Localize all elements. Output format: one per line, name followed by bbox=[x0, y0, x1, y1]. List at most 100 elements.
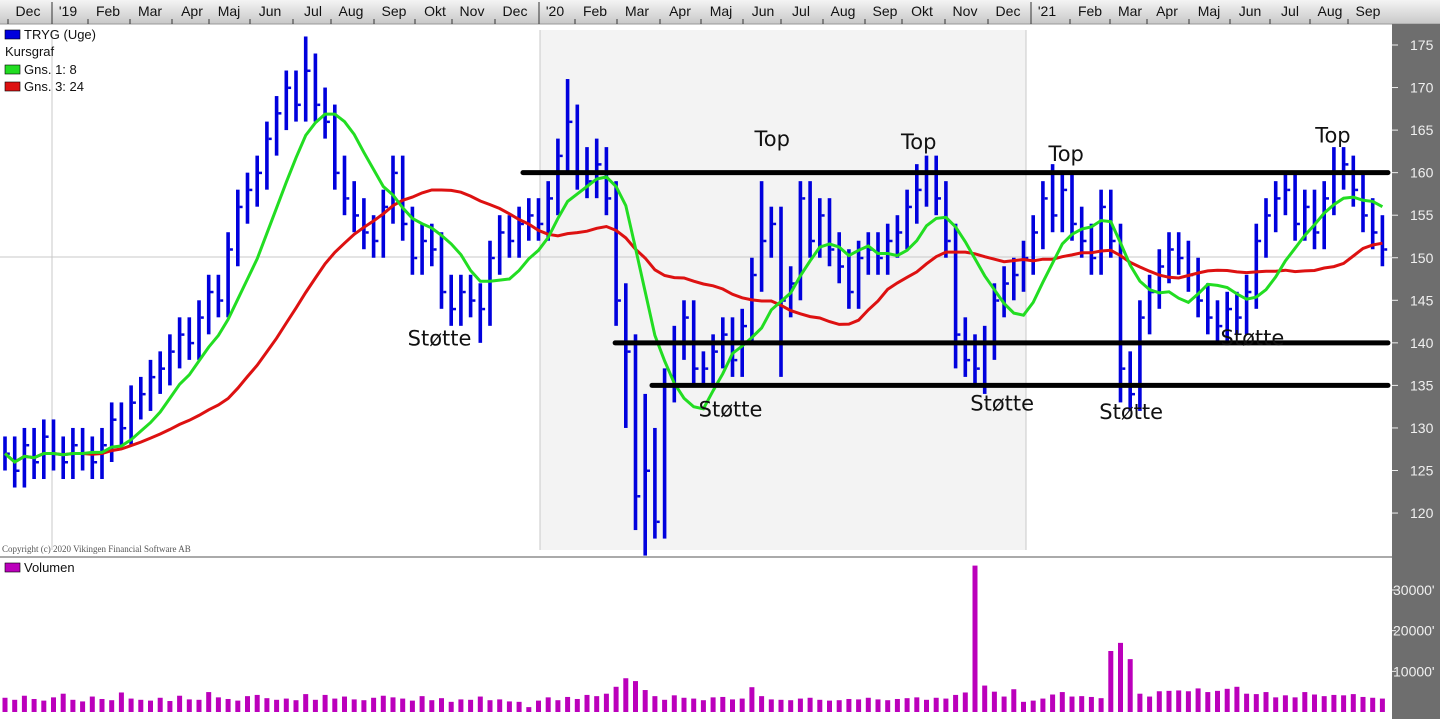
price-bar bbox=[478, 283, 483, 343]
price-bar bbox=[556, 138, 560, 216]
close-tick bbox=[132, 401, 136, 404]
close-tick bbox=[1015, 273, 1019, 277]
price-bar bbox=[759, 181, 764, 292]
volume-bar bbox=[1185, 691, 1191, 712]
close-tick bbox=[259, 171, 262, 175]
time-axis-label: Jun bbox=[752, 3, 775, 19]
close-tick bbox=[491, 256, 495, 260]
close-tick bbox=[423, 239, 427, 243]
price-bar bbox=[1089, 223, 1094, 275]
volume-bar bbox=[332, 698, 338, 712]
price-bar bbox=[1380, 215, 1385, 267]
close-tick bbox=[162, 367, 165, 370]
time-axis-label: Aug bbox=[1318, 3, 1343, 19]
annotation-top: Top bbox=[1047, 142, 1083, 166]
price-bar bbox=[769, 206, 774, 258]
close-tick bbox=[598, 163, 602, 166]
close-tick bbox=[947, 239, 951, 243]
price-bar bbox=[400, 155, 405, 241]
legend-ma8: Gns. 1: 8 bbox=[24, 62, 77, 77]
price-bar bbox=[944, 181, 948, 258]
close-tick bbox=[1345, 163, 1349, 166]
price-bar bbox=[468, 274, 473, 318]
volume-bar bbox=[594, 696, 600, 712]
close-tick bbox=[1384, 248, 1388, 251]
price-bar bbox=[420, 223, 424, 275]
price-bar bbox=[1099, 189, 1103, 275]
volume-bar bbox=[924, 699, 929, 712]
close-tick bbox=[365, 231, 369, 234]
close-tick bbox=[753, 273, 757, 277]
close-tick bbox=[65, 460, 68, 464]
close-tick bbox=[6, 452, 10, 455]
close-tick bbox=[782, 299, 786, 302]
time-axis-label: Jul bbox=[792, 3, 810, 19]
close-tick bbox=[540, 222, 544, 226]
price-bar bbox=[3, 436, 7, 471]
volume-bar bbox=[342, 696, 347, 712]
close-tick bbox=[375, 239, 379, 243]
volume-bar bbox=[487, 700, 493, 712]
close-tick bbox=[1219, 324, 1223, 328]
close-tick bbox=[1141, 316, 1145, 319]
price-bar bbox=[1186, 240, 1191, 292]
close-tick bbox=[714, 350, 718, 353]
copyright: Copyright (c) 2020 Vikingen Financial So… bbox=[2, 544, 191, 554]
close-tick bbox=[1326, 197, 1329, 200]
price-bar bbox=[1128, 351, 1132, 411]
volume-bar bbox=[1244, 693, 1250, 712]
time-axis-label: Aug bbox=[339, 3, 364, 19]
volume-bar bbox=[691, 698, 697, 712]
close-tick bbox=[647, 469, 650, 472]
price-bar bbox=[497, 215, 502, 275]
volume-bar bbox=[652, 696, 658, 712]
close-tick bbox=[462, 290, 466, 294]
price-bar bbox=[856, 240, 861, 309]
volume-bar bbox=[215, 697, 221, 712]
volume-bar bbox=[99, 698, 105, 712]
price-bar bbox=[1293, 172, 1297, 241]
volume-bar bbox=[409, 700, 415, 712]
price-axis-label: 175 bbox=[1410, 37, 1434, 53]
close-tick bbox=[773, 222, 777, 226]
volume-bar bbox=[293, 700, 299, 712]
price-bar bbox=[216, 274, 221, 318]
price-bar bbox=[1312, 189, 1317, 250]
close-tick bbox=[792, 282, 796, 285]
close-tick bbox=[1035, 231, 1038, 234]
price-bar bbox=[527, 198, 531, 241]
volume-bar bbox=[380, 695, 386, 712]
volume-bar bbox=[856, 699, 862, 712]
close-tick bbox=[841, 265, 844, 268]
volume-bar bbox=[1030, 700, 1036, 712]
close-tick bbox=[637, 495, 641, 498]
price-bar bbox=[614, 181, 618, 326]
volume-bar bbox=[817, 699, 823, 712]
price-bar bbox=[148, 359, 153, 411]
close-tick bbox=[976, 367, 980, 370]
price-bar bbox=[1225, 291, 1229, 343]
price-bar bbox=[1341, 147, 1346, 190]
price-bar bbox=[90, 436, 95, 480]
volume-bar bbox=[1088, 696, 1094, 712]
volume-bar bbox=[991, 691, 997, 712]
time-axis-label: Maj bbox=[218, 3, 241, 19]
price-bar bbox=[226, 232, 230, 318]
volume-bar bbox=[70, 699, 76, 712]
close-tick bbox=[588, 180, 592, 183]
close-tick bbox=[1064, 188, 1068, 192]
price-bar bbox=[536, 198, 541, 241]
price-bar bbox=[284, 70, 289, 131]
volume-bar bbox=[468, 699, 474, 712]
price-bar bbox=[381, 189, 386, 258]
volume-bar bbox=[710, 697, 716, 712]
volume-bar bbox=[80, 701, 86, 712]
volume-bar bbox=[894, 698, 900, 712]
annotation-top: Top bbox=[1314, 123, 1350, 147]
volume-bar bbox=[846, 698, 852, 712]
close-tick bbox=[744, 324, 747, 328]
close-tick bbox=[569, 120, 573, 124]
time-axis-label: Nov bbox=[953, 3, 978, 19]
close-tick bbox=[1161, 265, 1165, 268]
